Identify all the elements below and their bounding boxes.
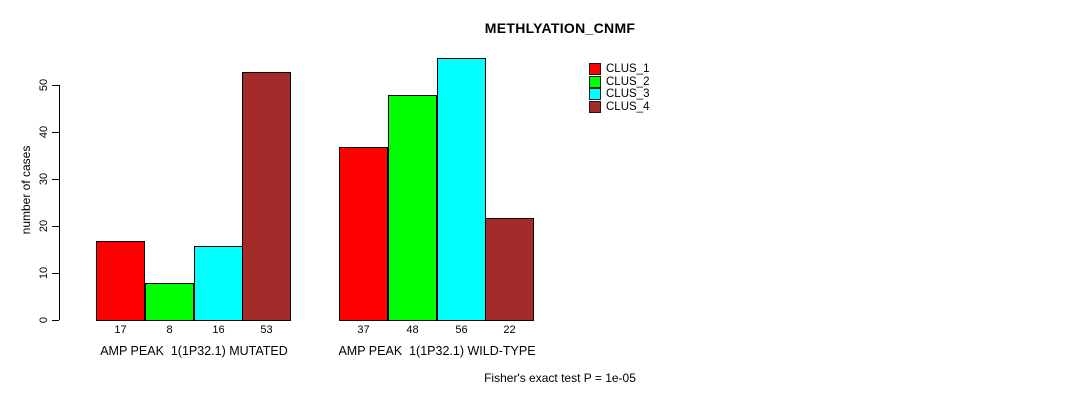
bar-value-clus_3-group2: 56 — [455, 324, 468, 336]
y-tick-30 — [52, 179, 59, 180]
legend-item-clus_3: CLUS_3 — [589, 88, 650, 101]
legend-item-clus_2: CLUS_2 — [589, 75, 650, 88]
bar-value-clus_1-group2: 37 — [357, 324, 370, 336]
legend-item-clus_4: CLUS_4 — [589, 100, 650, 113]
x-category-label-mutated: AMP PEAK 1(1P32.1) MUTATED — [100, 344, 288, 358]
y-tick-label-10: 10 — [38, 266, 50, 280]
y-tick-label-20: 20 — [38, 219, 50, 233]
bar-clus_3-group2 — [437, 58, 486, 321]
bar-value-clus_1-group1: 17 — [114, 324, 127, 336]
bar-value-clus_3-group1: 16 — [212, 324, 225, 336]
legend-swatch-clus_4 — [589, 100, 601, 113]
bar-value-clus_4-group1: 53 — [260, 324, 273, 336]
legend-label-clus_1: CLUS_1 — [606, 63, 650, 75]
bar-clus_2-group1 — [145, 283, 194, 321]
legend-label-clus_2: CLUS_2 — [606, 75, 650, 88]
legend-label-clus_3: CLUS_3 — [606, 88, 650, 101]
y-axis-label: number of cases — [19, 145, 33, 235]
x-category-label-wild-type: AMP PEAK 1(1P32.1) WILD-TYPE — [338, 344, 536, 358]
y-tick-label-50: 50 — [38, 78, 50, 92]
y-tick-50 — [52, 85, 59, 86]
bar-value-clus_2-group1: 8 — [166, 324, 173, 336]
legend-item-clus_1: CLUS_1 — [589, 63, 649, 75]
bar-clus_4-group1 — [242, 72, 291, 321]
bar-clus_1-group2 — [339, 147, 388, 321]
y-tick-label-30: 30 — [38, 172, 50, 186]
chart-title: METHLYATION_CNMF — [484, 20, 636, 36]
bar-clus_3-group1 — [194, 246, 243, 321]
fisher-test-annotation: Fisher's exact test P = 1e-05 — [484, 371, 636, 385]
bar-value-clus_4-group2: 22 — [503, 324, 516, 336]
bar-clus_2-group2 — [388, 95, 437, 321]
y-tick-20 — [52, 226, 59, 227]
legend-swatch-clus_2 — [589, 75, 601, 88]
y-axis-line — [59, 85, 60, 320]
y-tick-10 — [52, 273, 59, 274]
y-tick-0 — [52, 320, 59, 321]
bar-value-clus_2-group2: 48 — [406, 324, 419, 336]
legend-swatch-clus_3 — [589, 88, 601, 101]
y-tick-label-40: 40 — [38, 125, 50, 139]
y-tick-label-0: 0 — [38, 316, 50, 324]
legend-swatch-clus_1 — [589, 63, 601, 75]
bar-clus_4-group2 — [485, 218, 534, 321]
bar-clus_1-group1 — [96, 241, 145, 321]
y-tick-40 — [52, 132, 59, 133]
legend-label-clus_4: CLUS_4 — [606, 100, 650, 113]
